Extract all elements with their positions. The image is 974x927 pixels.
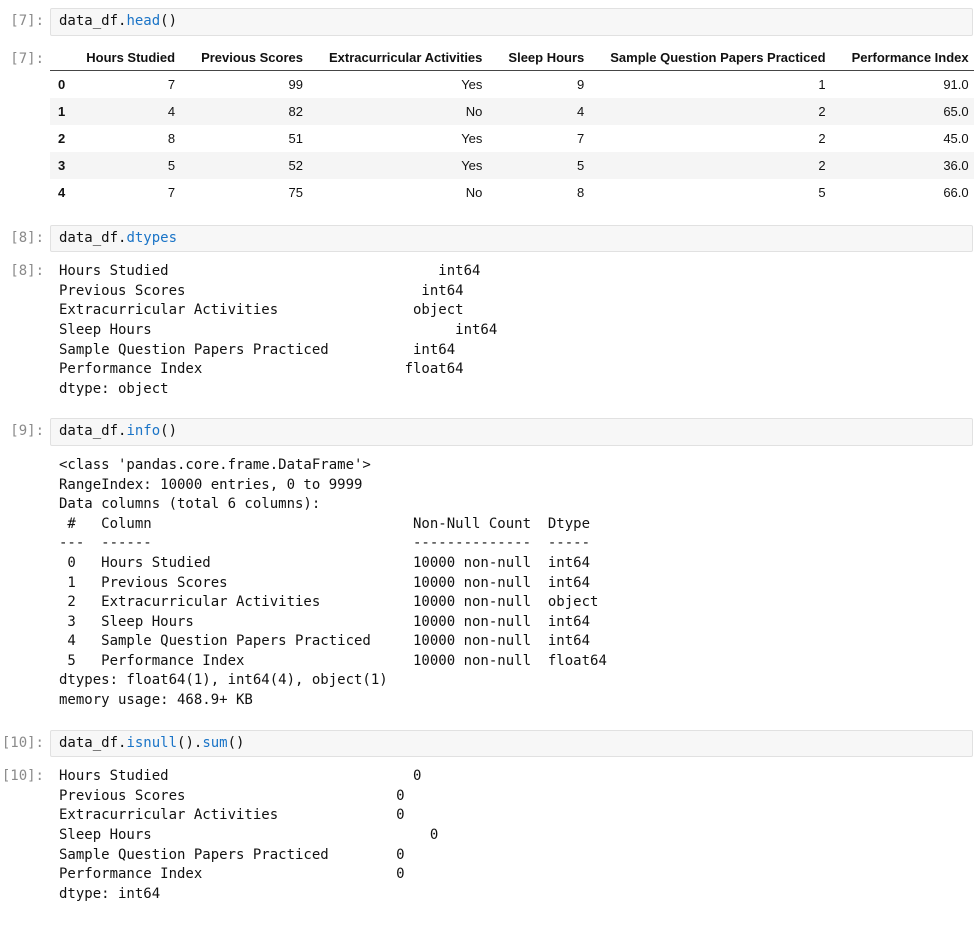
code-function: sum — [202, 734, 228, 751]
code-cell-10: [10]: data_df.isnull().sum() [10]: Hours… — [0, 729, 974, 905]
column-header: Extracurricular Activities — [315, 45, 496, 71]
code-line: data_df.isnull().sum() — [59, 734, 964, 754]
code-editor[interactable]: data_df.dtypes — [50, 224, 973, 253]
table-cell: Yes — [461, 130, 483, 146]
code-object: data_df. — [59, 229, 127, 246]
isnull-sum-output: Hours Studied 0 Previous Scores 0 Extrac… — [59, 768, 439, 902]
code-object: data_df. — [59, 734, 127, 751]
code-parens: (). — [177, 734, 203, 751]
table-cell: 7 — [167, 184, 176, 200]
table-cell: 5 — [167, 157, 176, 173]
index-header — [50, 45, 74, 71]
code-editor[interactable]: data_df.info() — [50, 418, 973, 446]
column-header: Hours Studied — [73, 45, 189, 71]
table-row: 2 8 51 Yes 7 2 45.0 — [50, 125, 974, 152]
code-function: head — [126, 13, 161, 29]
table-cell: 5 — [818, 184, 826, 200]
output-prompt: [7]: — [10, 50, 44, 67]
info-output: <class 'pandas.core.frame.DataFrame'> Ra… — [59, 456, 607, 709]
code-editor[interactable]: data_df.isnull().sum() — [50, 729, 973, 758]
input-prompt: [10]: — [1, 734, 44, 751]
table-cell: 45.0 — [943, 130, 969, 146]
column-header: Previous Scores — [188, 45, 316, 71]
table-cell: No — [465, 184, 483, 200]
table-cell: 51 — [288, 130, 303, 146]
table-cell: Yes — [461, 76, 483, 92]
table-cell: 75 — [288, 184, 303, 200]
table-row: 3 5 52 Yes 5 2 36.0 — [50, 151, 974, 179]
table-cell: 7 — [167, 76, 176, 92]
code-object: data_df. — [59, 13, 127, 29]
table-row: 1 4 82 No 4 2 65.0 — [50, 97, 974, 125]
table-cell: 8 — [167, 130, 176, 146]
table-cell: 1 — [818, 76, 826, 92]
code-line: data_df.info() — [59, 422, 964, 442]
dataframe-table: Hours Studied Previous Scores Extracurricu… — [50, 45, 974, 206]
table-cell: 4 — [167, 103, 176, 119]
table-cell: 99 — [288, 76, 303, 92]
code-editor[interactable]: data_df.head() — [50, 8, 973, 36]
output-prompt: [10]: — [1, 768, 44, 785]
code-line: data_df.dtypes — [59, 229, 964, 249]
code-cell-7: [7]: data_df.head() [7]: Hours Studied Pr… — [0, 8, 974, 206]
table-cell: No — [465, 103, 483, 119]
row-index: 4 — [58, 184, 66, 200]
row-index: 0 — [58, 76, 66, 92]
input-prompt: [8]: — [10, 229, 44, 246]
table-row: 0 7 99 Yes 9 1 91.0 — [50, 70, 974, 98]
column-header: Sleep Hours — [495, 45, 598, 71]
table-cell: 2 — [818, 157, 826, 173]
code-object: data_df. — [59, 423, 127, 440]
table-cell: Yes — [461, 157, 483, 173]
row-index: 3 — [58, 157, 66, 173]
code-line: data_df.head() — [59, 12, 964, 32]
table-cell: 5 — [577, 157, 585, 173]
output-prompt: [8]: — [10, 263, 44, 280]
code-parens: () — [160, 423, 178, 440]
input-prompt: [7]: — [10, 13, 44, 29]
column-header: Sample Question Papers Practiced — [597, 45, 839, 71]
code-function: info — [126, 423, 161, 440]
code-property: dtypes — [126, 229, 178, 246]
table-cell: 52 — [288, 157, 303, 173]
row-index: 2 — [58, 130, 66, 146]
dataframe-output: Hours Studied Previous Scores Extracurricu… — [50, 45, 974, 206]
code-parens: () — [227, 734, 245, 751]
table-cell: 36.0 — [943, 157, 969, 173]
table-cell: 9 — [577, 76, 585, 92]
table-cell: 2 — [818, 130, 826, 146]
table-row: 4 7 75 No 8 5 66.0 — [50, 179, 974, 206]
code-parens: () — [160, 13, 178, 29]
code-function: isnull — [126, 734, 178, 751]
table-cell: 82 — [288, 103, 303, 119]
input-prompt: [9]: — [10, 423, 44, 440]
table-cell: 2 — [818, 103, 826, 119]
table-cell: 4 — [577, 103, 585, 119]
code-cell-9: [9]: data_df.info() <class 'pandas.core.… — [0, 418, 974, 710]
row-index: 1 — [58, 103, 66, 119]
dtypes-output: Hours Studied int64 Previous Scores int6… — [59, 263, 498, 397]
table-cell: 65.0 — [943, 103, 969, 119]
table-cell: 8 — [577, 184, 585, 200]
table-cell: 66.0 — [943, 184, 969, 200]
code-cell-8: [8]: data_df.dtypes [8]: Hours Studied i… — [0, 224, 974, 400]
table-cell: 7 — [577, 130, 585, 146]
table-cell: 91.0 — [943, 76, 969, 92]
column-header: Performance Index — [838, 45, 974, 71]
